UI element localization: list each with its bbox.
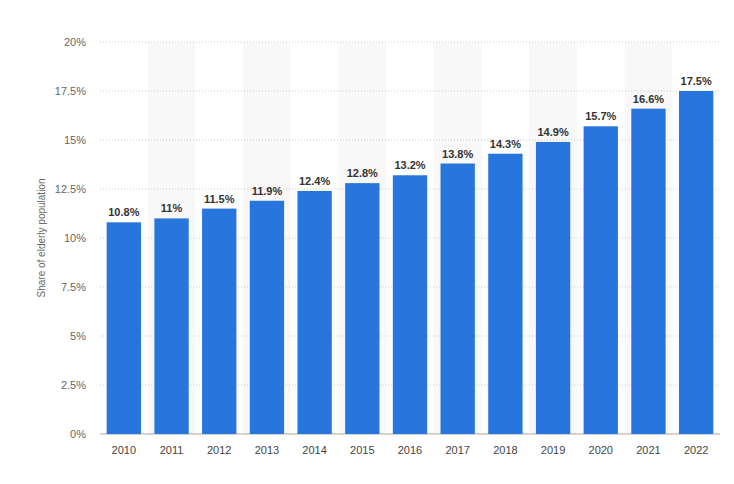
bar bbox=[250, 201, 284, 434]
grid-line bbox=[100, 140, 720, 141]
bar bbox=[679, 91, 713, 434]
data-label: 13.8% bbox=[442, 148, 473, 160]
y-tick-label: 7.5% bbox=[61, 281, 86, 293]
data-label: 12.4% bbox=[299, 175, 330, 187]
bar bbox=[202, 209, 236, 434]
data-label: 13.2% bbox=[394, 159, 425, 171]
x-tick-label: 2011 bbox=[160, 444, 184, 456]
x-tick-label: 2018 bbox=[493, 444, 517, 456]
x-tick-label: 2021 bbox=[636, 444, 660, 456]
column-band bbox=[243, 42, 291, 434]
bar bbox=[297, 191, 331, 434]
grid-line bbox=[100, 91, 720, 92]
column-band bbox=[625, 42, 673, 434]
data-label: 14.3% bbox=[490, 138, 521, 150]
y-tick-label: 15% bbox=[64, 134, 86, 146]
column-band bbox=[148, 42, 196, 434]
bar bbox=[107, 222, 141, 434]
data-label: 15.7% bbox=[585, 110, 616, 122]
x-tick-label: 2016 bbox=[398, 444, 422, 456]
data-label: 11.5% bbox=[204, 193, 235, 205]
bar bbox=[631, 109, 665, 434]
y-tick-label: 20% bbox=[64, 36, 86, 48]
y-tick-label: 5% bbox=[70, 330, 86, 342]
data-label: 12.8% bbox=[347, 167, 378, 179]
data-label: 17.5% bbox=[681, 75, 712, 87]
bar bbox=[154, 218, 188, 434]
data-label: 14.9% bbox=[537, 126, 568, 138]
y-tick-label: 10% bbox=[64, 232, 86, 244]
y-axis-label: Share of elderly population bbox=[36, 179, 47, 298]
x-tick-label: 2017 bbox=[445, 444, 469, 456]
chart-container: 0% 2.5% 5% 7.5% 10% 12.5% 15% 17.5% 20% Share of … bbox=[0, 0, 734, 484]
chart-svg: 0% 2.5% 5% 7.5% 10% 12.5% 15% 17.5% 20% Share of … bbox=[0, 0, 734, 484]
bar bbox=[393, 175, 427, 434]
column-band bbox=[338, 42, 386, 434]
bar bbox=[488, 154, 522, 434]
x-tick-label: 2022 bbox=[684, 444, 708, 456]
bars bbox=[107, 91, 714, 434]
data-label: 11.9% bbox=[252, 185, 283, 197]
column-band bbox=[529, 42, 577, 434]
bar bbox=[584, 126, 618, 434]
data-label: 10.8% bbox=[108, 206, 139, 218]
column-band bbox=[434, 42, 482, 434]
x-tick-label: 2013 bbox=[255, 444, 279, 456]
bar bbox=[536, 142, 570, 434]
bar bbox=[345, 183, 379, 434]
x-tick-label: 2015 bbox=[350, 444, 374, 456]
y-tick-label: 0% bbox=[70, 428, 86, 440]
y-tick-label: 12.5% bbox=[55, 183, 86, 195]
bar bbox=[441, 164, 475, 434]
data-label: 11% bbox=[161, 202, 183, 214]
x-tick-label: 2014 bbox=[302, 444, 326, 456]
y-tick-label: 17.5% bbox=[55, 85, 86, 97]
data-label: 16.6% bbox=[633, 93, 664, 105]
x-tick-label: 2012 bbox=[207, 444, 231, 456]
grid-line bbox=[100, 42, 720, 43]
x-tick-label: 2019 bbox=[541, 444, 565, 456]
x-tick-label: 2010 bbox=[112, 444, 136, 456]
y-tick-label: 2.5% bbox=[61, 379, 86, 391]
x-tick-label: 2020 bbox=[589, 444, 613, 456]
